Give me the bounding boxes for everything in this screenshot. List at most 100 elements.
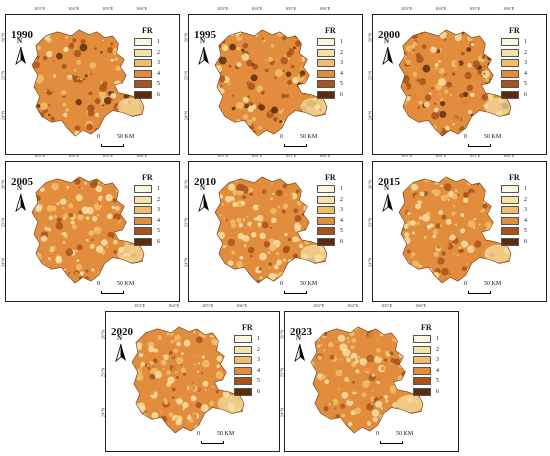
scale-line (284, 291, 307, 294)
legend-class-label: 3 (157, 207, 160, 214)
legend-item: 4 (413, 366, 439, 377)
legend-item: 6 (317, 237, 343, 248)
legend-swatch (501, 80, 519, 89)
legend-swatch (134, 185, 152, 194)
fr-map-region (310, 326, 424, 434)
year-label: 1995 (194, 29, 216, 41)
fr-map-region (398, 176, 512, 284)
legend-class-label: 5 (436, 378, 439, 385)
scale-bar: 0 50 KM (280, 134, 354, 149)
legend: 1 2 3 4 5 6 (234, 334, 260, 397)
year-label: 2020 (111, 326, 133, 338)
legend-class-label: 2 (436, 346, 439, 353)
legend-item: 1 (234, 334, 260, 345)
legend: 1 2 3 4 5 6 (317, 184, 343, 247)
legend-class-label: 4 (157, 70, 160, 77)
legend-item: 3 (134, 205, 160, 216)
scale-distance-label: 50 KM (117, 281, 135, 287)
fr-map-region (214, 29, 328, 137)
legend-item: 4 (501, 69, 527, 80)
legend-title: FR (242, 323, 253, 332)
scale-line (468, 144, 491, 147)
longitude-tick-label: 106°E (136, 153, 148, 158)
legend-swatch (134, 48, 152, 57)
legend-item: 1 (501, 184, 527, 195)
legend-class-label: 1 (436, 336, 439, 343)
legend-class-label: 1 (257, 336, 260, 343)
legend-swatch (234, 345, 252, 354)
legend-item: 2 (317, 48, 343, 59)
legend-item: 2 (317, 195, 343, 206)
legend-swatch (317, 38, 335, 47)
legend-class-label: 5 (340, 228, 343, 235)
scale-distance-label: 50 KM (217, 431, 235, 437)
scale-bar: 0 50 KM (97, 134, 171, 149)
legend-class-label: 4 (257, 367, 260, 374)
legend-class-label: 6 (157, 91, 160, 98)
north-label: N (17, 37, 23, 45)
legend-item: 1 (413, 334, 439, 345)
legend-swatch (501, 38, 519, 47)
legend-swatch (317, 227, 335, 236)
legend-class-label: 5 (340, 81, 343, 88)
scale-line (468, 291, 491, 294)
legend-title: FR (421, 323, 432, 332)
map-panel-2010: 2010 103°E 104°E 105°E 106°E 26°N 25°N 24°N N FR 1… (183, 153, 363, 302)
legend-swatch (134, 69, 152, 78)
legend-class-label: 2 (257, 346, 260, 353)
legend-swatch (317, 48, 335, 57)
legend-item: 2 (134, 195, 160, 206)
legend-class-label: 3 (524, 60, 527, 67)
latitude-tick-label: 25°N (0, 70, 6, 81)
longitude-tick-label: 106°E (319, 153, 331, 158)
latitude-tick-label: 26°N (100, 329, 106, 340)
latitude-tick-label: 25°N (183, 217, 189, 228)
legend-class-label: 6 (340, 91, 343, 98)
legend-swatch (134, 195, 152, 204)
map-panel-2015: 2015 103°E 104°E 105°E 106°E 26°N 25°N 24°N N FR 1… (367, 153, 547, 302)
latitude-tick-label: 25°N (0, 217, 6, 228)
legend-item: 3 (317, 58, 343, 69)
latitude-tick-label: 24°N (0, 110, 6, 121)
year-label: 2023 (290, 326, 312, 338)
legend-swatch (501, 206, 519, 215)
legend-swatch (501, 227, 519, 236)
legend-swatch (317, 206, 335, 215)
legend: 1 2 3 4 5 6 (317, 37, 343, 100)
year-label: 2010 (194, 176, 216, 188)
latitude-tick-label: 24°N (279, 407, 285, 418)
scale-bar: 0 50 KM (97, 281, 171, 296)
latitude-tick-label: 26°N (367, 179, 373, 190)
legend-class-label: 1 (524, 39, 527, 46)
year-label: 2000 (378, 29, 400, 41)
longitude-tick-label: 105°E (202, 303, 214, 308)
fr-map-region (131, 326, 245, 434)
scale-line (380, 441, 403, 444)
legend-item: 1 (501, 37, 527, 48)
legend-item: 6 (413, 387, 439, 398)
latitude-tick-label: 24°N (183, 257, 189, 268)
latitude-tick-label: 26°N (183, 32, 189, 43)
legend-class-label: 1 (340, 186, 343, 193)
longitude-tick-label: 104°E (251, 6, 263, 11)
legend-swatch (501, 237, 519, 246)
legend-item: 5 (413, 376, 439, 387)
legend-item: 6 (234, 387, 260, 398)
north-arrow-icon: N (114, 334, 128, 363)
map-panel-2020: 2020 103°E 104°E 105°E 106°E 26°N 25°N 24°N N FR 1… (100, 303, 280, 452)
latitude-tick-label: 26°N (183, 179, 189, 190)
legend-class-label: 5 (524, 228, 527, 235)
longitude-tick-label: 105°E (102, 6, 114, 11)
legend-swatch (234, 366, 252, 375)
legend-item: 6 (134, 237, 160, 248)
legend-item: 2 (234, 345, 260, 356)
legend-item: 2 (134, 48, 160, 59)
legend-item: 5 (501, 79, 527, 90)
legend-swatch (501, 48, 519, 57)
legend: 1 2 3 4 5 6 (501, 37, 527, 100)
latitude-tick-label: 26°N (367, 32, 373, 43)
scale-line (101, 291, 124, 294)
legend-class-label: 2 (524, 196, 527, 203)
legend-item: 4 (317, 216, 343, 227)
scale-zero-label: 0 (97, 281, 100, 287)
